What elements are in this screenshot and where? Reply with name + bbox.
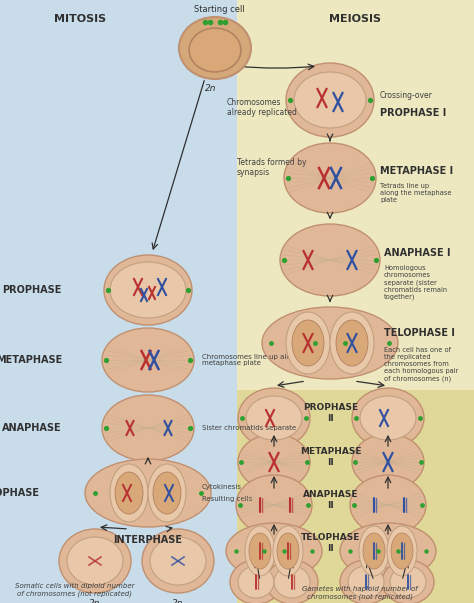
Ellipse shape: [238, 434, 310, 490]
Ellipse shape: [382, 560, 434, 603]
Ellipse shape: [110, 464, 148, 522]
Ellipse shape: [249, 533, 271, 569]
Text: ANAPHASE: ANAPHASE: [2, 423, 62, 433]
Ellipse shape: [363, 533, 385, 569]
Text: INTERPHASE: INTERPHASE: [113, 535, 182, 545]
Text: MITOSIS: MITOSIS: [54, 14, 106, 24]
Ellipse shape: [59, 529, 131, 593]
Ellipse shape: [67, 537, 123, 585]
Ellipse shape: [274, 566, 310, 598]
Ellipse shape: [102, 395, 194, 461]
Bar: [237, 390, 474, 603]
Ellipse shape: [352, 388, 424, 448]
Ellipse shape: [153, 472, 181, 514]
Ellipse shape: [236, 475, 312, 535]
Text: TELOPHASE I: TELOPHASE I: [384, 328, 455, 338]
Ellipse shape: [273, 526, 303, 576]
Ellipse shape: [352, 434, 424, 490]
Ellipse shape: [286, 63, 374, 137]
Ellipse shape: [104, 255, 192, 325]
Text: Sister chromatids separate: Sister chromatids separate: [202, 425, 296, 431]
Ellipse shape: [359, 526, 389, 576]
Text: Homologous
chromosomes
separate (sister
chromatids remain
together): Homologous chromosomes separate (sister …: [384, 265, 447, 300]
Text: PROPHASE: PROPHASE: [3, 285, 62, 295]
Ellipse shape: [286, 312, 330, 374]
Text: Crossing-over: Crossing-over: [380, 90, 433, 99]
Ellipse shape: [238, 566, 274, 598]
Text: Starting cell: Starting cell: [193, 5, 245, 14]
Ellipse shape: [294, 72, 366, 128]
Bar: [237, 0, 474, 603]
Bar: [0, 0, 237, 603]
Ellipse shape: [148, 464, 186, 522]
Ellipse shape: [340, 523, 436, 579]
Text: Somatic cells with diploid number
of chromosomes (not replicated): Somatic cells with diploid number of chr…: [15, 583, 135, 597]
Ellipse shape: [350, 475, 426, 535]
Ellipse shape: [360, 396, 416, 440]
Ellipse shape: [115, 472, 143, 514]
Text: 2n: 2n: [172, 599, 184, 603]
Text: Resulting cells: Resulting cells: [202, 496, 252, 502]
Text: Tetrads formed by
synapsis: Tetrads formed by synapsis: [237, 158, 307, 177]
Ellipse shape: [85, 459, 211, 527]
Ellipse shape: [391, 533, 413, 569]
Text: Chromosomes line up along the
metaphase plate: Chromosomes line up along the metaphase …: [202, 353, 313, 367]
Ellipse shape: [110, 262, 186, 318]
Ellipse shape: [230, 560, 282, 603]
Ellipse shape: [284, 143, 376, 213]
Text: TELOPHASE: TELOPHASE: [0, 488, 40, 498]
Ellipse shape: [348, 566, 384, 598]
Text: PROPHASE
II: PROPHASE II: [303, 403, 358, 423]
Text: Gametes with haploid number of
chromosomes (not replicated): Gametes with haploid number of chromosom…: [302, 586, 418, 600]
Text: PROPHASE I: PROPHASE I: [380, 108, 446, 118]
Ellipse shape: [179, 17, 251, 79]
Ellipse shape: [189, 28, 241, 72]
Text: METAPHASE
II: METAPHASE II: [300, 447, 362, 467]
Text: 2n: 2n: [205, 84, 217, 93]
Ellipse shape: [246, 396, 302, 440]
Text: MEIOSIS: MEIOSIS: [329, 14, 381, 24]
Ellipse shape: [238, 388, 310, 448]
Ellipse shape: [336, 320, 368, 366]
Text: METAPHASE I: METAPHASE I: [380, 166, 453, 176]
Text: ANAPHASE I: ANAPHASE I: [384, 248, 450, 258]
Text: Tetrads line up
along the metaphase
plate: Tetrads line up along the metaphase plat…: [380, 183, 452, 203]
Ellipse shape: [340, 560, 392, 603]
Text: TELOPHASE
II: TELOPHASE II: [301, 533, 361, 553]
Ellipse shape: [102, 328, 194, 392]
Text: Cytokinesis: Cytokinesis: [202, 484, 242, 490]
Ellipse shape: [277, 533, 299, 569]
Text: Chromosomes
already replicated: Chromosomes already replicated: [227, 98, 297, 118]
Ellipse shape: [190, 29, 240, 71]
Text: 2n: 2n: [89, 599, 101, 603]
Ellipse shape: [387, 526, 417, 576]
Ellipse shape: [226, 523, 322, 579]
Text: Each cell has one of
the replicated
chromosomes from
each homologous pair
of chr: Each cell has one of the replicated chro…: [384, 347, 458, 382]
Ellipse shape: [390, 566, 426, 598]
Text: ANAPHASE
II: ANAPHASE II: [303, 490, 359, 510]
Ellipse shape: [280, 224, 380, 296]
Ellipse shape: [262, 307, 398, 379]
Text: METAPHASE: METAPHASE: [0, 355, 62, 365]
Ellipse shape: [150, 537, 206, 585]
Ellipse shape: [266, 560, 318, 603]
Ellipse shape: [245, 526, 275, 576]
Ellipse shape: [292, 320, 324, 366]
Ellipse shape: [330, 312, 374, 374]
Ellipse shape: [142, 529, 214, 593]
